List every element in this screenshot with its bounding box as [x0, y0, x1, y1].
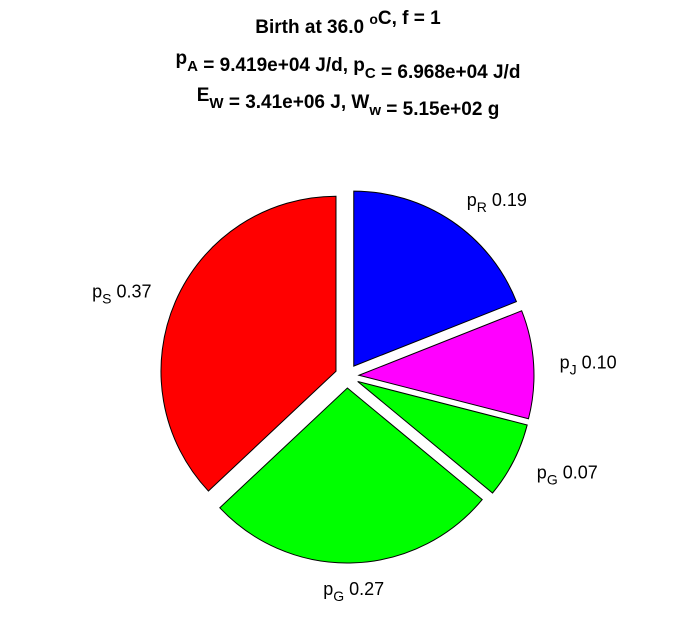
- chart-title-line-2: pA = 9.419e+04 J/d, pC = 6.968e+04 J/d: [176, 48, 521, 83]
- slice-label-2: pJ 0.10: [560, 353, 617, 378]
- pie-slices: [160, 190, 535, 564]
- slice-label-3: pG 0.07: [537, 463, 598, 488]
- slice-label-1: pR 0.19: [467, 190, 527, 215]
- slice-label-5: pS 0.37: [92, 281, 151, 306]
- pie-slice-pj-2: [357, 310, 535, 420]
- slice-labels: pR 0.19 pJ 0.10 pG 0.07 pG 0.27 pS 0.37: [92, 190, 617, 604]
- slice-label-4: pG 0.27: [323, 579, 384, 604]
- pie-slice-pg-4: [219, 387, 483, 564]
- chart-title-line-1: Birth at 36.0 oC, f = 1: [255, 8, 441, 38]
- pie-slice-ps-5: [160, 195, 337, 492]
- chart-title: Birth at 36.0 oC, f = 1 pA = 9.419e+04 J/…: [176, 8, 521, 120]
- chart-title-line-3: EW = 3.41e+06 J, Ww = 5.15e+02 g: [197, 85, 500, 120]
- pie-slice-pg-3: [357, 380, 528, 494]
- pie-slice-pr-1: [353, 190, 518, 367]
